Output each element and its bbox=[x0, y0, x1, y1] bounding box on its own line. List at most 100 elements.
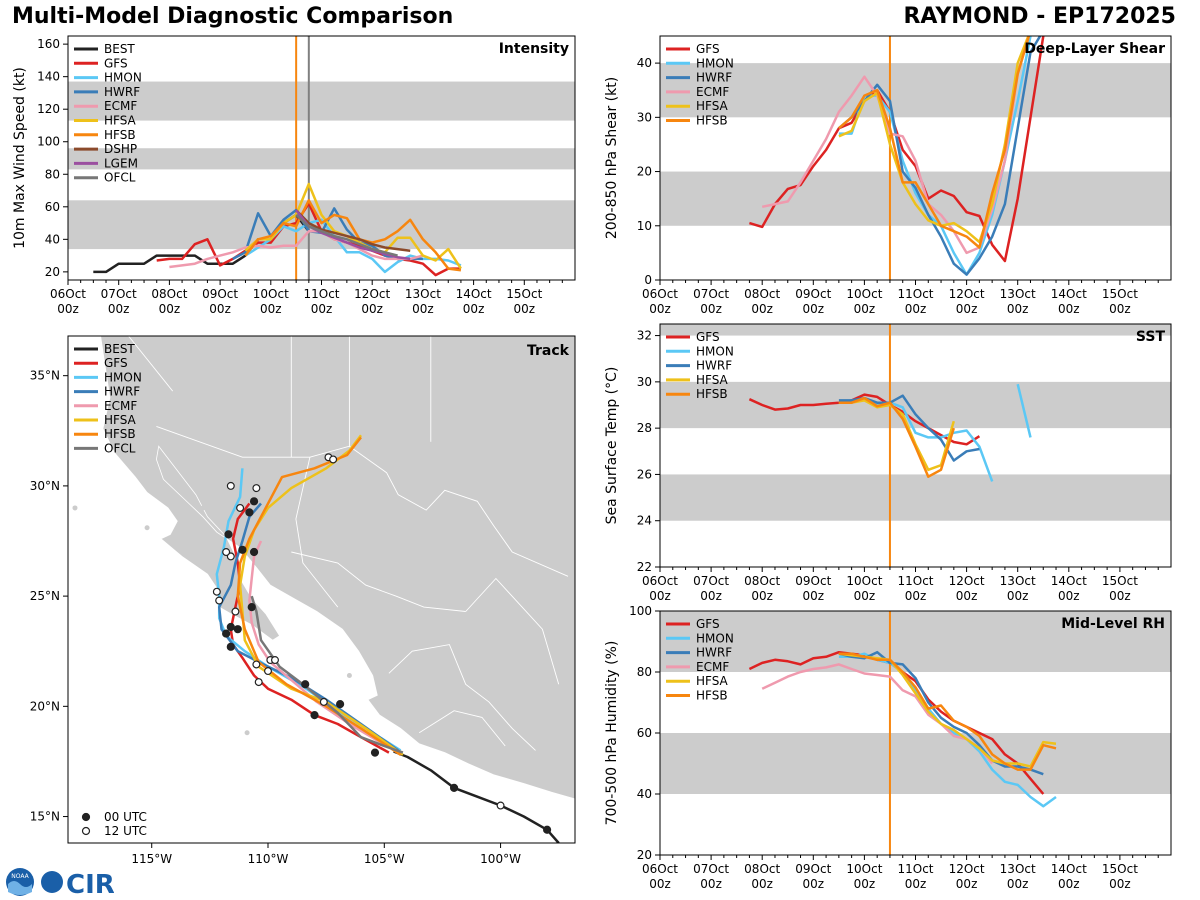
y-tick-label: 60 bbox=[637, 726, 652, 740]
shaded-band bbox=[68, 81, 575, 121]
x-tick-label-day: 08Oct bbox=[151, 287, 187, 301]
marker-00utc bbox=[224, 530, 233, 539]
series-line-hmon bbox=[1016, 383, 1032, 438]
y-tick-label: 60 bbox=[45, 200, 60, 214]
series-line-hfsb bbox=[838, 396, 955, 478]
x-tick-label-day: 07Oct bbox=[693, 287, 729, 301]
shaded-band bbox=[68, 148, 575, 170]
x-tick-label-hour: 00z bbox=[854, 302, 876, 316]
x-tick-label-hour: 00z bbox=[361, 302, 383, 316]
y-tick-label: 24 bbox=[637, 514, 652, 528]
series-line-ecmf bbox=[169, 229, 424, 269]
y-tick-label: 140 bbox=[37, 70, 60, 84]
x-tick-label-day: 14Oct bbox=[1051, 574, 1087, 588]
x-tick-label-hour: 00z bbox=[751, 302, 773, 316]
x-tick-label-hour: 00z bbox=[751, 589, 773, 603]
marker-12utc bbox=[252, 484, 261, 493]
marker-legend-symbol bbox=[81, 826, 91, 836]
legend-label: HFSB bbox=[104, 128, 136, 142]
x-tick-label-day: 13Oct bbox=[1000, 287, 1036, 301]
x-tick-label-day: 08Oct bbox=[744, 287, 780, 301]
y-tick-label: 35°N bbox=[30, 369, 60, 383]
x-tick-label-hour: 00z bbox=[905, 302, 927, 316]
x-tick-label-day: 12Oct bbox=[949, 287, 985, 301]
marker-12utc bbox=[215, 596, 224, 605]
series-line-dshp bbox=[295, 209, 411, 252]
x-tick-label-hour: 00z bbox=[311, 302, 333, 316]
series-group bbox=[748, 650, 1057, 808]
island bbox=[346, 672, 352, 678]
legend-label: GFS bbox=[696, 42, 720, 56]
legend-label: OFCL bbox=[104, 171, 136, 185]
x-tick-label-hour: 00z bbox=[159, 302, 181, 316]
legend-label: ECMF bbox=[104, 399, 137, 413]
x-tick-label-hour: 00z bbox=[854, 589, 876, 603]
track-line-best bbox=[393, 750, 560, 843]
marker-00utc bbox=[247, 603, 256, 612]
legend-label: HMON bbox=[696, 56, 734, 70]
marker-00utc bbox=[301, 680, 310, 689]
x-tick-label-hour: 00z bbox=[956, 589, 978, 603]
marker-12utc bbox=[226, 481, 235, 490]
x-tick-label-hour: 00z bbox=[1109, 877, 1131, 891]
marker-12utc bbox=[319, 697, 328, 706]
x-tick-label-hour: 00z bbox=[700, 877, 722, 891]
marker-00utc bbox=[336, 700, 345, 709]
y-tick-label: 10 bbox=[637, 219, 652, 233]
x-tick-label-hour: 00z bbox=[956, 302, 978, 316]
legend-label: ECMF bbox=[696, 660, 729, 674]
marker-12utc bbox=[254, 678, 263, 687]
x-tick-label-hour: 00z bbox=[649, 589, 671, 603]
x-tick-label: 105°W bbox=[364, 852, 405, 866]
y-tick-label: 30 bbox=[637, 110, 652, 124]
x-tick-label-hour: 00z bbox=[803, 877, 825, 891]
x-tick-label-day: 10Oct bbox=[846, 862, 882, 876]
y-tick-label: 15°N bbox=[30, 810, 60, 824]
legend-label: ECMF bbox=[104, 99, 137, 113]
legend-label: GFS bbox=[696, 330, 720, 344]
x-tick-label-hour: 00z bbox=[108, 302, 130, 316]
x-tick-label-hour: 00z bbox=[1007, 877, 1029, 891]
series-line-gfs bbox=[748, 393, 981, 446]
x-tick-label-day: 07Oct bbox=[101, 287, 137, 301]
island bbox=[200, 505, 206, 511]
marker-00utc bbox=[542, 825, 552, 834]
x-tick-label-hour: 00z bbox=[803, 302, 825, 316]
marker-00utc bbox=[233, 625, 242, 634]
x-tick-label-day: 11Oct bbox=[897, 574, 933, 588]
series-line-gfs bbox=[156, 202, 461, 277]
x-tick-label-day: 15Oct bbox=[506, 287, 542, 301]
island bbox=[144, 525, 150, 531]
shaded-band bbox=[660, 324, 1171, 336]
x-tick-label-hour: 00z bbox=[700, 589, 722, 603]
shaded-band bbox=[660, 611, 1171, 672]
y-axis-label: 10m Max Wind Speed (kt) bbox=[12, 67, 28, 249]
track-line-hfsb bbox=[236, 436, 402, 756]
legend-label: LGEM bbox=[104, 156, 138, 170]
marker-12utc bbox=[231, 607, 240, 616]
chart-sst: 06Oct00z07Oct00z08Oct00z09Oct00z10Oct00z… bbox=[604, 323, 1172, 603]
shaded-band bbox=[660, 733, 1171, 794]
marker-00utc bbox=[226, 642, 235, 651]
x-tick-label-hour: 00z bbox=[700, 302, 722, 316]
marker-00utc bbox=[245, 508, 254, 517]
x-tick-label-hour: 00z bbox=[1007, 589, 1029, 603]
x-tick-label-hour: 00z bbox=[649, 302, 671, 316]
x-tick-label-day: 11Oct bbox=[897, 287, 933, 301]
state-border bbox=[291, 551, 466, 612]
y-tick-label: 0 bbox=[644, 273, 652, 287]
x-tick-label-day: 09Oct bbox=[202, 287, 238, 301]
marker-12utc bbox=[212, 587, 221, 596]
page-title: Multi-Model Diagnostic Comparison bbox=[12, 4, 454, 29]
state-border bbox=[388, 644, 536, 751]
globe-icon bbox=[41, 871, 63, 893]
x-tick-label-hour: 00z bbox=[1058, 877, 1080, 891]
legend-label: HFSA bbox=[696, 674, 729, 688]
chart-intensity: 06Oct00z07Oct00z08Oct00z09Oct00z10Oct00z… bbox=[12, 35, 576, 316]
x-tick-label-hour: 00z bbox=[463, 302, 485, 316]
legend-label: HMON bbox=[104, 71, 142, 85]
marker-12utc bbox=[329, 455, 338, 464]
y-tick-label: 120 bbox=[37, 102, 60, 116]
x-tick-label: 100°W bbox=[480, 852, 521, 866]
y-tick-label: 40 bbox=[45, 232, 60, 246]
